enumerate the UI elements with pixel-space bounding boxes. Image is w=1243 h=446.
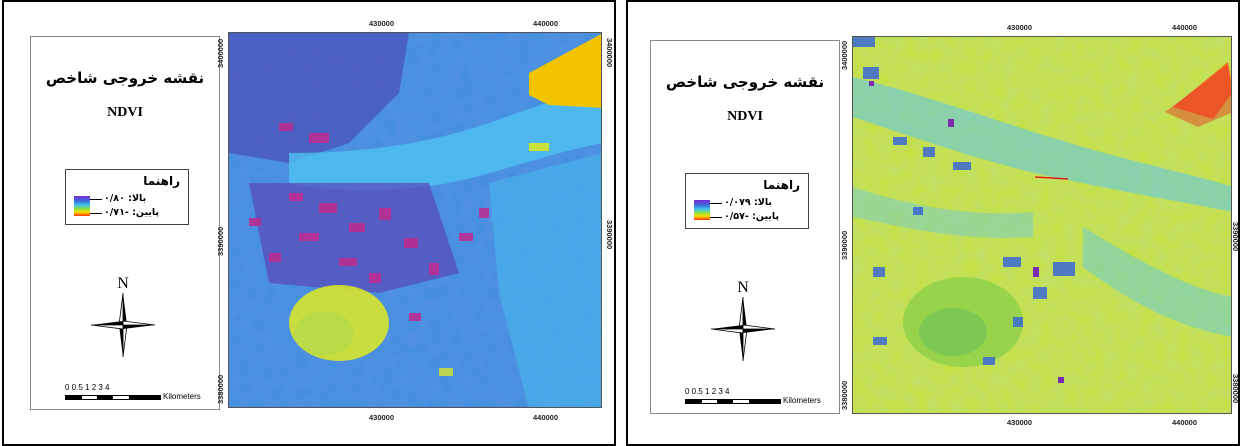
tick-right-2: 3380000 [1231,374,1240,404]
tick-top-2: 440000 [533,19,559,28]
tick-right-1: 3390000 [1231,222,1240,252]
tick-left-3: 3380000 [840,380,849,410]
legend-color-ramp [694,200,710,220]
tick-bottom-1: 430000 [369,413,395,422]
tick-bottom-2: 440000 [1172,418,1198,427]
scale-unit: Kilometers [163,392,201,401]
scale-bar: 0 0.5 1 2 3 4 Kilometers [685,387,825,417]
map-title: نقشه خروجی شاخص [665,73,825,91]
map-panel-left: نقشه خروجی شاخص NDVI راهنما بالا: ۰/۸۰ پ… [2,0,616,446]
tick-bottom-1: 430000 [1007,418,1033,427]
tick-left-2: 3390000 [840,230,849,260]
map-sidebar: نقشه خروجی شاخص NDVI راهنما بالا: ۰/۸۰ پ… [30,36,220,410]
tick-top-1: 430000 [369,19,395,28]
legend-low-value: پایین: -۰/۷۱ [104,207,160,218]
scale-unit: Kilometers [783,396,821,405]
scale-bar-graphic [65,395,161,400]
map-panel-right: نقشه خروجی شاخص NDVI راهنما بالا: ۰/۰۷۹ … [626,0,1240,446]
tick-left-1: 3400000 [216,38,225,68]
legend: راهنما بالا: ۰/۸۰ پایین: -۰/۷۱ [65,169,189,225]
scale-numbers: 0 0.5 1 2 3 4 [65,383,110,392]
legend-high-value: بالا: ۰/۸۰ [104,193,147,204]
legend-low-marker [710,217,722,218]
legend-low-marker [90,213,102,214]
legend-low-value: پایین: -۰/۵۷ [724,211,780,222]
tick-left-1: 3400000 [840,40,849,70]
tick-right-1: 3400000 [605,38,614,68]
tick-top-1: 430000 [1007,23,1033,32]
legend-color-ramp [74,196,90,216]
ndvi-map-image [228,32,602,408]
tick-left-2: 3390000 [216,226,225,256]
scale-bar-graphic [685,399,781,404]
scale-bar: 0 0.5 1 2 3 4 Kilometers [65,383,205,413]
map-title: نقشه خروجی شاخص [45,69,205,87]
legend-title: راهنما [763,178,800,192]
legend-high-value: بالا: ۰/۰۷۹ [724,197,772,208]
scale-numbers: 0 0.5 1 2 3 4 [685,387,730,396]
index-name: NDVI [727,109,763,124]
index-name: NDVI [107,105,143,120]
tick-top-2: 440000 [1172,23,1198,32]
north-label: N [117,275,129,292]
legend: راهنما بالا: ۰/۰۷۹ پایین: -۰/۵۷ [685,173,809,229]
tick-bottom-2: 440000 [533,413,559,422]
legend-high-marker [90,199,102,200]
tick-left-3: 3380000 [216,374,225,404]
north-arrow-icon: N [703,279,783,369]
north-label: N [737,279,749,296]
map-sidebar: نقشه خروجی شاخص NDVI راهنما بالا: ۰/۰۷۹ … [650,40,840,414]
tick-right-2: 3390000 [605,220,614,250]
ndvi-map-image [852,36,1232,414]
legend-title: راهنما [143,174,180,188]
legend-high-marker [710,203,722,204]
north-arrow-icon: N [83,275,163,365]
